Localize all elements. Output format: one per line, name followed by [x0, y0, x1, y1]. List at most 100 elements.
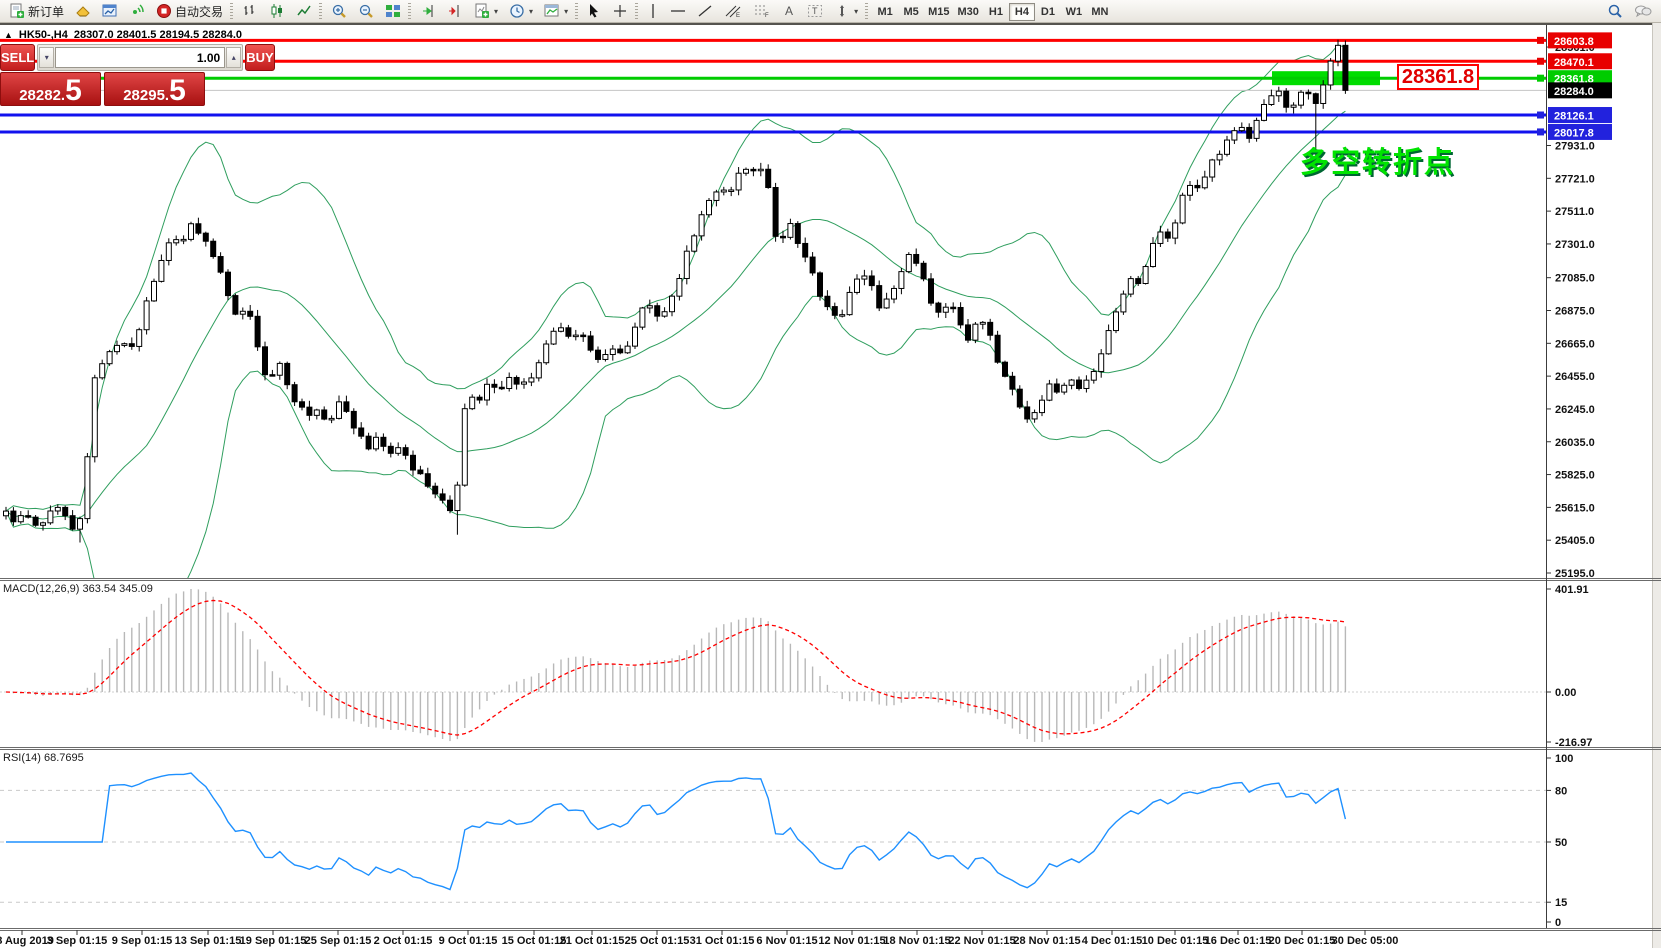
candle [1135, 278, 1142, 285]
candle [787, 223, 794, 238]
volume-increment-button[interactable]: ▴ [226, 47, 242, 68]
ohlc-values: 28307.0 28401.5 28194.5 28284.0 [73, 29, 243, 41]
metaeditor-icon [76, 6, 90, 17]
chart-area[interactable]: 28561.027931.027721.027511.027301.027085… [0, 23, 1661, 948]
timeframe-m30[interactable]: M30 [957, 5, 979, 18]
crosshair-button[interactable] [607, 1, 633, 21]
candle [1002, 361, 1008, 377]
candle [432, 485, 439, 495]
volume-input[interactable] [55, 47, 226, 68]
new-order-button[interactable]: 新订单 [4, 1, 69, 21]
candle [328, 417, 335, 421]
price-tick: 26875.0 [1555, 306, 1595, 318]
candles-group [3, 39, 1349, 543]
bar-chart-button[interactable] [237, 1, 263, 21]
new-chart-button[interactable]: ▾ [469, 1, 503, 21]
candlestick-button[interactable] [264, 1, 290, 21]
candle [202, 232, 209, 242]
sell-price-button[interactable]: 28282. 5 [0, 72, 101, 106]
candle [595, 349, 601, 360]
profiles-button[interactable]: ▾ [504, 1, 538, 21]
time-label: 12 Nov 01:15 [818, 935, 885, 947]
text-label-button[interactable]: T [802, 1, 828, 21]
chart-shift-button[interactable] [442, 1, 468, 21]
indicators-button[interactable]: ▾ [539, 1, 573, 21]
channel-icon: E [725, 5, 741, 19]
metaeditor-button[interactable] [70, 1, 96, 21]
candle [1127, 278, 1134, 295]
timeframe-d1[interactable]: D1 [1040, 5, 1055, 18]
price-tick: 26455.0 [1555, 371, 1595, 383]
candle [217, 256, 224, 273]
candle [1327, 60, 1334, 86]
search-button[interactable] [1602, 1, 1628, 21]
timeframe-h1[interactable]: H1 [988, 5, 1003, 18]
candle [291, 384, 298, 403]
candle [313, 409, 320, 416]
buy-button[interactable]: BUY [245, 44, 275, 71]
candle [99, 363, 106, 379]
line-chart-button[interactable] [291, 1, 317, 21]
zoom-out-button[interactable] [353, 1, 379, 21]
chart-canvas[interactable]: 28561.027931.027721.027511.027301.027085… [0, 23, 1661, 948]
autotrading-icon [157, 4, 172, 18]
auto-scroll-button[interactable] [415, 1, 441, 21]
channel-button[interactable]: E [719, 1, 747, 21]
signal-button[interactable] [124, 1, 150, 21]
price-level-label[interactable]: 28361.8 [1397, 64, 1479, 90]
zoom-in-button[interactable] [326, 1, 352, 21]
timeframe-m5[interactable]: M5 [903, 5, 919, 18]
timeframe-m15[interactable]: M15 [928, 5, 950, 18]
sell-price-int: 28282 [19, 87, 61, 104]
bollinger-lo [5, 174, 1346, 578]
buy-price-int: 28295 [123, 87, 165, 104]
volume-decrement-button[interactable]: ▾ [39, 47, 55, 68]
timeframe-mn[interactable]: MN [1091, 5, 1109, 18]
text-button[interactable]: A [777, 1, 801, 21]
tile-windows-button[interactable] [380, 1, 406, 21]
auto-scroll-icon [423, 5, 433, 17]
price-badge [1548, 70, 1612, 87]
fibonacci-button[interactable]: F [748, 1, 776, 21]
candle [402, 447, 409, 456]
toolbar-grip [230, 3, 234, 19]
line-anchor-square [1537, 74, 1544, 82]
trendline-button[interactable] [692, 1, 718, 21]
toolbar-grip [408, 3, 412, 19]
autotrading-button[interactable]: 自动交易 [151, 1, 228, 21]
price-badge-text: 28470.1 [1554, 57, 1594, 69]
cursor-button[interactable] [582, 1, 606, 21]
price-badge-text: 28284.0 [1554, 86, 1594, 98]
timeframe-m1[interactable]: M1 [877, 5, 893, 18]
candle [1113, 311, 1119, 332]
new-chart-icon [475, 3, 490, 18]
candle [913, 253, 920, 264]
vertical-line-button[interactable] [642, 1, 664, 21]
chart-annotation-text[interactable]: 多空转折点 [1300, 147, 1456, 179]
candle [1024, 406, 1031, 420]
candle [521, 381, 527, 385]
time-label: 30 Dec 05:00 [1332, 935, 1399, 947]
buy-price-button[interactable]: 28295. 5 [104, 72, 205, 106]
line-anchor-square [1537, 36, 1544, 44]
arrows-button[interactable]: ▾ [829, 1, 863, 21]
candle [1312, 93, 1319, 104]
timeframe-h4[interactable]: H4 [1008, 2, 1035, 21]
candle [706, 199, 712, 216]
candle [424, 473, 431, 487]
chat-button[interactable] [1629, 1, 1657, 21]
candle [461, 408, 468, 486]
horizontal-line-button[interactable] [665, 1, 691, 21]
toolbar-grip [319, 3, 323, 19]
timeframe-w1[interactable]: W1 [1065, 5, 1083, 18]
toolbar: 新订单 自动交易 [0, 0, 1661, 23]
candle [343, 401, 350, 412]
svg-text:F: F [765, 13, 769, 19]
candle [617, 348, 624, 354]
candle [669, 295, 675, 313]
collapse-panel-icon[interactable]: ▲ [4, 30, 13, 40]
time-label: 9 Oct 01:15 [439, 935, 498, 947]
sell-button[interactable]: SELL [0, 44, 36, 71]
chart-window-button[interactable] [97, 1, 123, 21]
